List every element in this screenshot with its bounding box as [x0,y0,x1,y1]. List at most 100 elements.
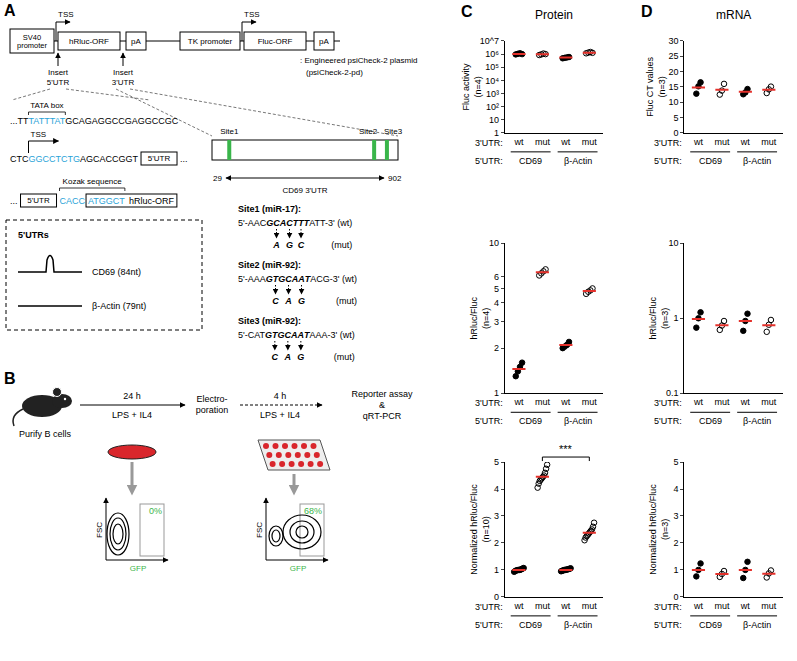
svg-text:β-Actin: β-Actin [743,416,771,426]
svg-text:5'UTR:: 5'UTR: [654,416,682,426]
svg-text:5: 5 [674,113,679,123]
svg-text:Site2 (miR-92):: Site2 (miR-92): [238,260,301,270]
svg-text:30: 30 [669,36,679,46]
svg-text:wt: wt [740,397,750,407]
svg-text:wt: wt [693,397,703,407]
svg-text:1: 1 [494,128,499,138]
svg-text:0%: 0% [149,506,162,516]
svg-text:25: 25 [669,51,679,61]
svg-text:Fluc-ORF: Fluc-ORF [258,37,293,46]
svg-text:LPS + IL4: LPS + IL4 [112,410,152,420]
svg-text:4: 4 [674,484,679,494]
svg-text:B: B [4,370,16,387]
svg-text:4: 4 [494,484,499,494]
svg-text:10⁶: 10⁶ [485,49,499,59]
svg-text:CD69: CD69 [699,156,722,166]
svg-text:A: A [284,296,292,306]
svg-text:Site1: Site1 [220,127,239,136]
svg-text:(mut): (mut) [331,240,352,250]
svg-text:mut: mut [761,397,777,407]
svg-text:wt: wt [693,601,703,611]
svg-text:hRluc-ORF: hRluc-ORF [69,37,109,46]
svg-text:Site1 (miR-17):: Site1 (miR-17): [238,204,301,214]
svg-text:10: 10 [669,97,679,107]
svg-text:wt: wt [740,137,750,147]
svg-text:CD69: CD69 [699,620,722,630]
svg-text:3'UTR:: 3'UTR: [654,602,682,612]
svg-text:FSC: FSC [95,522,104,538]
svg-text:3'UTR:: 3'UTR: [654,138,682,148]
svg-text:β-Actin: β-Actin [743,620,771,630]
svg-text:CD69 (84nt): CD69 (84nt) [92,267,141,277]
svg-text:Site3: Site3 [384,127,403,136]
svg-text:TK promoter: TK promoter [188,37,233,46]
svg-text:5'UTR:: 5'UTR: [475,416,503,426]
svg-text:0: 0 [674,128,679,138]
svg-text:3'UTR:: 3'UTR: [475,138,503,148]
svg-text:10⁴: 10⁴ [485,76,499,86]
svg-text:β-Actin: β-Actin [564,416,592,426]
svg-text:ACG-3' (wt): ACG-3' (wt) [310,274,357,284]
svg-text:Insert: Insert [48,68,69,77]
svg-text:GGCCTCTG: GGCCTCTG [29,154,81,164]
svg-text:3: 3 [674,511,679,521]
svg-text:Electro-: Electro- [196,394,227,404]
svg-text:(mut): (mut) [334,352,355,362]
svg-text:ATT-3' (wt): ATT-3' (wt) [309,218,352,228]
svg-text:3'UTR:: 3'UTR: [475,602,503,612]
svg-text:A: A [284,352,292,362]
svg-text:β-Actin: β-Actin [564,156,592,166]
svg-text:wt: wt [513,137,523,147]
svg-text:Protein: Protein [535,8,573,22]
svg-text:5: 5 [494,284,499,294]
svg-text:hRluc/Fluc(n=3): hRluc/Fluc(n=3) [648,297,670,340]
svg-text:TSS: TSS [244,10,260,19]
svg-text:15: 15 [669,82,679,92]
svg-text:C: C [461,3,473,20]
svg-text:G: G [278,274,285,284]
svg-text:mut: mut [714,397,730,407]
svg-text:Site3 (miR-92):: Site3 (miR-92): [238,316,301,326]
svg-text:G: G [298,296,305,306]
svg-text:D: D [641,3,653,20]
svg-text:29: 29 [213,174,222,183]
svg-text:10: 10 [669,238,679,248]
svg-text:5'-AAC: 5'-AAC [238,218,267,228]
svg-text:68%: 68% [304,506,322,516]
svg-text:902: 902 [388,174,402,183]
svg-text:GCAGAGGCCGAGGCCGC: GCAGAGGCCGAGGCCGC [65,116,179,126]
svg-text:10⁵: 10⁵ [485,62,499,72]
svg-text:3: 3 [494,317,499,327]
svg-text:β-Actin: β-Actin [743,156,771,166]
svg-text:5'UTR: 5'UTR [148,154,171,163]
svg-text:wt: wt [693,137,703,147]
svg-text:10³: 10³ [486,89,499,99]
svg-text:hRluc-ORF: hRluc-ORF [129,196,175,206]
svg-text:6: 6 [494,272,499,282]
svg-text:CD69: CD69 [519,620,542,630]
svg-text:wt: wt [560,137,570,147]
svg-text:2: 2 [674,538,679,548]
svg-text:&: & [379,400,385,410]
svg-text:24 h: 24 h [123,391,141,401]
svg-text:2: 2 [494,343,499,353]
svg-text:5'UTR: 5'UTR [47,78,70,87]
svg-text:: Engineered psiCheck-2 plasmi: : Engineered psiCheck-2 plasmid [300,56,417,65]
svg-text:1: 1 [494,388,499,398]
svg-text:poration: poration [196,405,229,415]
svg-text:G: G [265,330,272,340]
svg-text:0: 0 [494,592,499,602]
svg-text:TSS: TSS [31,130,47,139]
svg-text:mut: mut [714,137,730,147]
svg-text:Kozak sequence: Kozak sequence [63,177,123,186]
svg-text:A: A [290,330,298,340]
svg-text:5'-AAA: 5'-AAA [238,274,266,284]
svg-text:10: 10 [489,238,499,248]
svg-text:CD69: CD69 [519,416,542,426]
svg-text:mut: mut [582,397,598,407]
svg-text:3'UTR: 3'UTR [112,78,135,87]
svg-text:CTC: CTC [10,154,29,164]
svg-text:5'UTR:: 5'UTR: [654,620,682,630]
svg-text:...TT: ...TT [10,116,29,126]
svg-text:A: A [272,240,280,250]
